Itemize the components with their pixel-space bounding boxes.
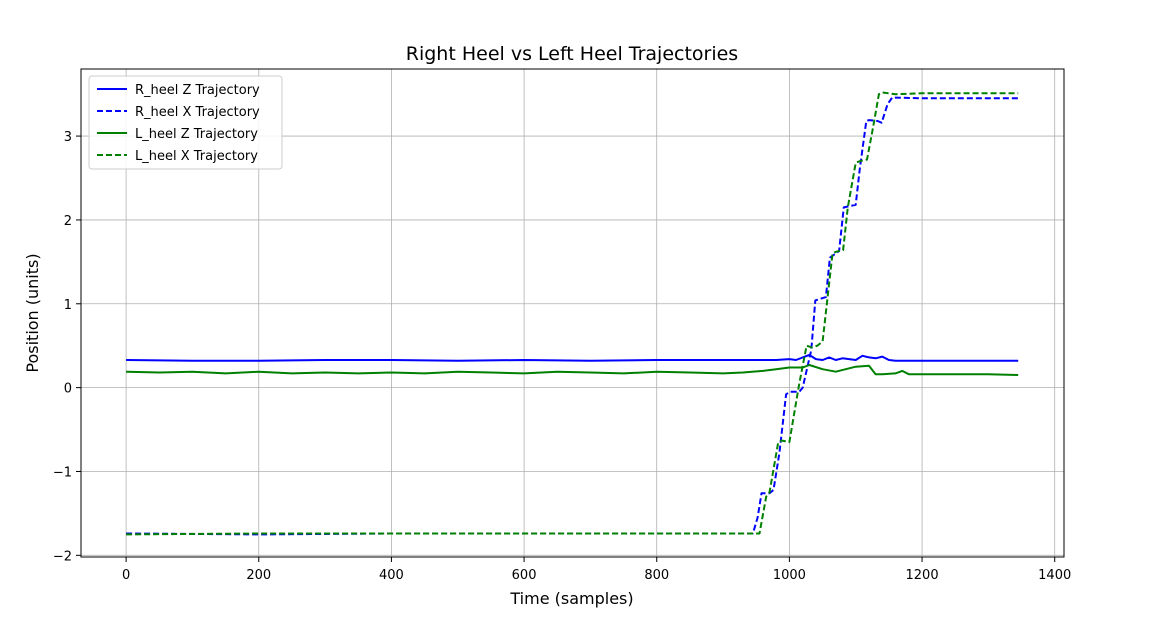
y-tick-label: 1 [64,298,72,313]
legend-box [88,75,283,170]
chart-title: Right Heel vs Left Heel Trajectories [406,43,738,65]
legend-label: R_heel Z Trajectory [135,83,260,98]
plot-frame [80,68,1065,558]
x-tick-label: 400 [379,568,404,583]
x-tick-label: 600 [512,568,537,583]
series-line-r-heel-z-trajectory [126,353,1019,362]
y-tick-label: 0 [64,382,72,397]
x-tick-label: 1000 [773,568,806,583]
x-tick-label: 200 [246,568,271,583]
legend-label: R_heel X Trajectory [135,105,260,120]
x-tick-label: 0 [122,568,130,583]
y-tick-label: −1 [53,465,72,480]
y-tick-label: 2 [64,214,72,229]
x-axis-label: Time (samples) [509,589,633,608]
plot-area [126,91,1019,536]
x-tick-label: 1200 [906,568,939,583]
x-tick-label: 1400 [1038,568,1071,583]
series-line-r-heel-x-trajectory [126,96,1019,536]
axis-ticks: 0 200 400 600 800 1000 1200 1400 −2 −1 0 1 2 3 [53,130,1071,583]
legend-label: L_heel Z Trajectory [135,127,258,142]
series-line-l-heel-z-trajectory [126,364,1019,376]
y-tick-label: 3 [64,130,72,145]
y-axis-label: Position (units) [23,253,42,372]
legend-label: L_heel X Trajectory [135,149,258,164]
series-line-l-heel-x-trajectory [126,91,1019,536]
x-tick-label: 800 [644,568,669,583]
y-tick-label: −2 [53,549,72,564]
legend: R_heel Z Trajectory R_heel X Trajectory L_… [88,75,283,170]
grid [81,69,1064,557]
